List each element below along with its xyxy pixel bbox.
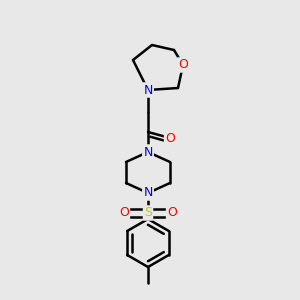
Text: N: N bbox=[143, 146, 153, 158]
Text: O: O bbox=[178, 58, 188, 71]
Text: N: N bbox=[143, 187, 153, 200]
Text: O: O bbox=[119, 206, 129, 220]
Text: O: O bbox=[167, 206, 177, 220]
Text: O: O bbox=[165, 131, 175, 145]
Text: S: S bbox=[144, 206, 152, 220]
Text: N: N bbox=[143, 83, 153, 97]
